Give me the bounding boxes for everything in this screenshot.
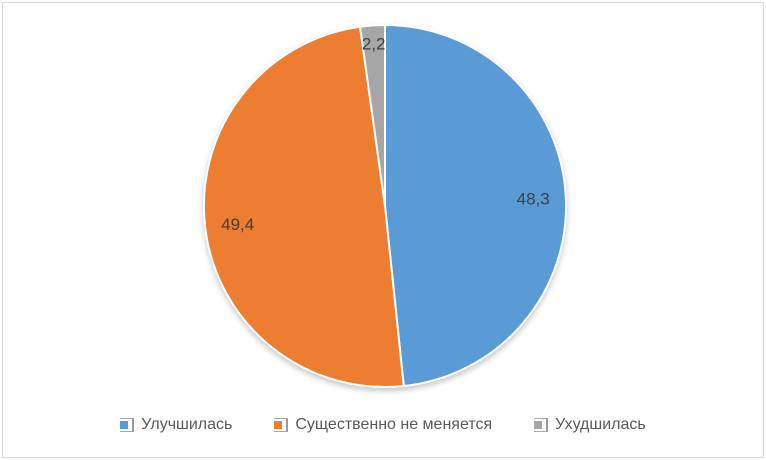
legend-color-swatch bbox=[120, 421, 129, 429]
legend-item-2[interactable]: Существенно не меняется bbox=[274, 417, 492, 433]
legend-label: Улучшилась bbox=[141, 416, 233, 433]
pie-plot-area bbox=[202, 24, 568, 388]
legend-item-3[interactable]: Ухудшилась bbox=[534, 417, 646, 433]
pie-slice-3[interactable] bbox=[359, 24, 386, 207]
pie-data-label-1: 48,3 bbox=[517, 189, 550, 208]
legend-color-swatch bbox=[534, 421, 543, 429]
legend-square-marker-icon bbox=[120, 418, 135, 432]
legend-square-marker-icon bbox=[534, 418, 549, 432]
pie-data-labels: 48,3 49,4 2,2 bbox=[221, 35, 550, 234]
legend-label: Существенно не меняется bbox=[295, 416, 493, 433]
legend-square-marker-icon bbox=[274, 418, 289, 432]
pie-slice-1[interactable] bbox=[384, 24, 568, 388]
pie-data-label-3: 2,2 bbox=[362, 35, 386, 54]
chart-legend: Улучшилась Существенно не меняется Ухудшил… bbox=[0, 412, 766, 438]
legend-label: Ухудшилась bbox=[555, 416, 646, 433]
pie-slice-2[interactable] bbox=[202, 25, 405, 388]
pie-data-label-2: 49,4 bbox=[221, 215, 254, 234]
legend-item-1[interactable]: Улучшилась bbox=[120, 417, 232, 433]
legend-color-swatch bbox=[274, 421, 283, 429]
